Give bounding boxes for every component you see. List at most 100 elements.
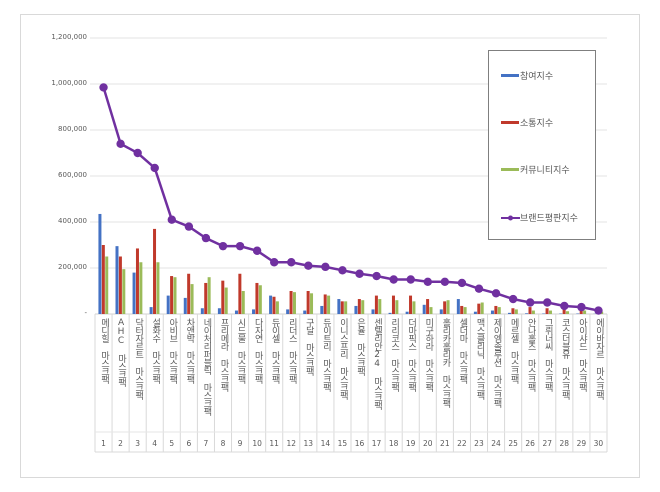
brand-reputation-point-27: [543, 298, 552, 307]
bar-2-6: [187, 273, 191, 314]
bar-1-7: [200, 308, 204, 314]
bar-2-27: [545, 308, 549, 314]
x-category-label: 메디힐 마스크팩: [99, 318, 109, 383]
brand-reputation-point-15: [338, 266, 347, 275]
x-rank-label: 5: [169, 439, 175, 448]
bar-1-13: [303, 310, 307, 314]
bar-1-5: [166, 295, 170, 314]
bar-3-19: [412, 301, 416, 314]
bar-3-20: [429, 307, 433, 314]
bar-2-1: [101, 245, 105, 314]
bar-1-19: [405, 311, 409, 314]
brand-reputation-point-22: [457, 278, 467, 288]
y-tick-label: 1,200,000: [51, 33, 87, 41]
x-category-label: 리리코스 마스크팩: [389, 318, 400, 391]
x-rank-label: 12: [286, 439, 296, 448]
brand-reputation-point-19: [406, 275, 415, 284]
bar-2-19: [409, 295, 413, 314]
bar-2-2: [118, 256, 122, 314]
bar-1-1: [98, 213, 102, 314]
x-category-label: 홀리카홀리카 마스크팩: [440, 318, 451, 407]
bar-1-23: [473, 311, 477, 314]
bar-3-23: [480, 302, 484, 314]
x-rank-label: 21: [440, 439, 450, 448]
bar-2-12: [289, 291, 293, 314]
bar-3-28: [566, 311, 570, 314]
bar-1-2: [115, 246, 119, 314]
bar-2-17: [374, 295, 378, 314]
bar-3-15: [344, 301, 348, 314]
brand-reputation-point-7: [201, 233, 211, 243]
brand-reputation-point-23: [474, 284, 484, 293]
brand-reputation-point-18: [389, 275, 398, 284]
bar-2-11: [272, 296, 276, 314]
x-rank-label: 30: [593, 439, 604, 448]
bar-1-10: [252, 309, 256, 314]
x-category-label: 리더스 마스크팩: [286, 318, 297, 383]
x-rank-label: 1: [101, 439, 106, 448]
brand-reputation-point-26: [526, 298, 535, 307]
bar-1-14: [320, 305, 324, 314]
bar-3-24: [497, 307, 501, 314]
brand-reputation-point-4: [150, 163, 159, 173]
bar-3-12: [292, 292, 296, 314]
bar-1-15: [337, 299, 341, 314]
x-category-label: 더마픽스 마스크팩: [406, 318, 417, 391]
bar-1-17: [371, 309, 375, 314]
bar-2-22: [460, 305, 464, 314]
bar-1-25: [508, 312, 512, 314]
brand-reputation-point-20: [423, 277, 432, 286]
legend-swatch: [501, 168, 519, 171]
x-rank-label: 10: [252, 439, 262, 448]
legend-line-marker: [501, 215, 520, 220]
legend-swatch: [501, 74, 519, 77]
bar-2-24: [494, 305, 498, 314]
bar-3-6: [190, 284, 194, 314]
x-rank-label: 28: [559, 439, 570, 448]
x-category-label: 코스더블유 마스크팩: [559, 318, 570, 399]
x-rank-label: 2: [118, 439, 123, 448]
bar-3-10: [258, 285, 262, 314]
bar-2-9: [238, 273, 242, 314]
bar-3-1: [105, 256, 109, 314]
x-category-label: 아이샤드 마스크팩: [576, 318, 587, 391]
bar-1-9: [234, 310, 238, 314]
x-rank-label: 29: [576, 439, 587, 448]
bar-3-4: [156, 262, 160, 314]
x-rank-label: 15: [337, 439, 348, 448]
x-category-label: 듀이셀 마스크팩: [269, 318, 280, 383]
bar-3-26: [531, 310, 535, 314]
bar-1-16: [354, 305, 358, 314]
bar-2-10: [255, 282, 259, 314]
brand-reputation-point-30: [594, 306, 603, 315]
bar-3-18: [395, 300, 399, 314]
bar-1-3: [132, 272, 136, 314]
x-rank-label: 22: [457, 439, 467, 448]
x-category-label: 닥터자르트 마스크팩: [133, 318, 144, 399]
x-rank-label: 14: [320, 439, 331, 448]
bar-3-14: [327, 295, 331, 314]
y-tick-label: -: [84, 309, 87, 317]
x-category-label: 제이엠솔루션 마스크팩: [491, 318, 502, 407]
brand-reputation-point-6: [184, 222, 194, 231]
x-rank-label: 17: [371, 439, 382, 448]
brand-reputation-point-13: [304, 261, 313, 270]
bar-1-12: [286, 309, 290, 314]
brand-reputation-point-10: [252, 246, 262, 255]
brand-reputation-point-17: [372, 271, 381, 281]
x-category-label: 에이바자르 마스크팩: [593, 318, 604, 399]
bar-2-18: [391, 295, 395, 314]
legend-item-brand-reputation: 브랜드평판지수: [501, 211, 578, 224]
x-rank-label: 4: [152, 439, 158, 448]
x-rank-label: 23: [474, 439, 484, 448]
y-tick-label: 400,000: [58, 217, 87, 225]
brand-reputation-point-1: [99, 83, 108, 92]
brand-reputation-point-9: [235, 241, 245, 251]
x-rank-label: 3: [135, 439, 141, 448]
bar-2-23: [477, 303, 481, 314]
y-tick-label: 800,000: [58, 125, 87, 133]
brand-reputation-point-11: [270, 258, 279, 267]
bar-1-6: [183, 297, 187, 314]
legend-label: 브랜드평판지수: [520, 214, 578, 224]
bar-3-3: [139, 262, 143, 314]
